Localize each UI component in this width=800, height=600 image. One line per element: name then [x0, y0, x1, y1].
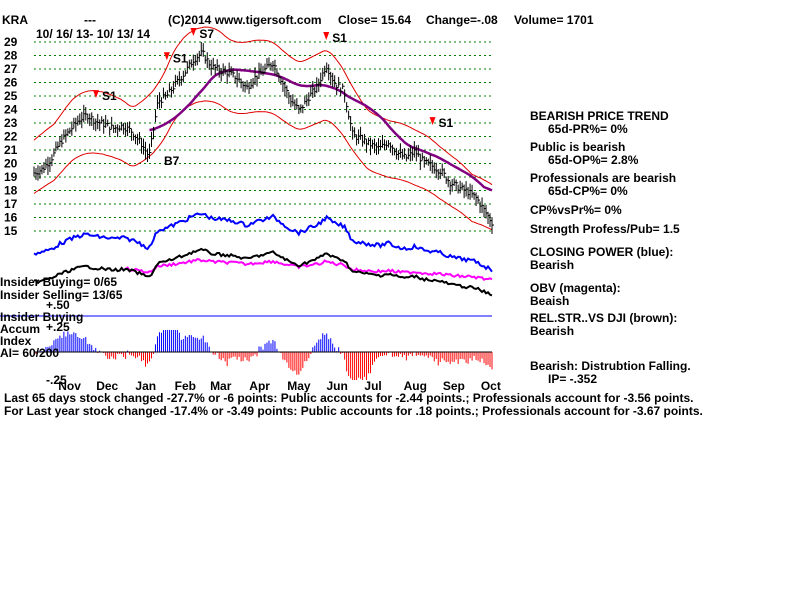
header-volume: Volume= 1701: [514, 13, 594, 27]
ai-label: AI= 60/200: [0, 346, 60, 360]
accum-label: Accum: [0, 322, 41, 336]
signal-label: S1: [439, 116, 454, 130]
price-tick-label: 19: [4, 170, 18, 184]
relstr-state: Bearish: [530, 324, 575, 338]
signal-label: B7: [164, 154, 180, 168]
trend-title: BEARISH PRICE TREND: [530, 109, 669, 123]
month-label: Nov: [58, 379, 81, 393]
insider-buying-label: Insider Buying= 0/65: [0, 275, 118, 289]
obv-path: [123, 258, 493, 282]
month-label: May: [287, 379, 311, 393]
month-label: Jun: [326, 379, 347, 393]
index-label: Index: [0, 334, 32, 348]
price-tick-label: 18: [4, 184, 18, 198]
month-label: Jan: [135, 379, 156, 393]
closing-power-state: Bearish: [530, 258, 575, 272]
price-tick-label: 15: [4, 224, 18, 238]
pro-title: Professionals are bearish: [530, 171, 677, 185]
price-tick-label: 27: [4, 62, 18, 76]
closing-power-path: [33, 212, 493, 273]
header-copyright: (C)2014 www.tigersoft.com: [168, 13, 322, 27]
month-label: Oct: [481, 379, 501, 393]
month-labels: Nov Dec Jan Feb Mar Apr May Jun Jul Aug Sep Oct: [58, 379, 501, 393]
closing-power-line: [33, 212, 493, 273]
month-label: Apr: [249, 379, 270, 393]
price-tick-label: 29: [4, 35, 18, 49]
month-label: Aug: [404, 379, 427, 393]
month-label: Dec: [96, 379, 118, 393]
header-date-range: 10/ 16/ 13- 10/ 13/ 14: [36, 27, 151, 41]
obv-title: OBV (magenta):: [530, 281, 621, 295]
header-close: Close= 15.64: [338, 13, 412, 27]
header-symbol: KRA: [2, 13, 28, 27]
price-tick-label: 17: [4, 197, 18, 211]
price-tick-label: 20: [4, 157, 18, 171]
cp-value: 65d-CP%= 0%: [548, 184, 628, 198]
plus25-label: +.25: [46, 320, 70, 334]
sell-arrow: [92, 90, 99, 99]
month-label: Feb: [175, 379, 196, 393]
price-tick-label: 22: [4, 130, 18, 144]
footer-line-1: Last 65 days stock changed -27.7% or -6 …: [4, 391, 694, 405]
price-tick-label: 23: [4, 116, 18, 130]
insider-selling-label: Insider Selling= 13/65: [0, 288, 123, 302]
cpvspr-value: CP%vsPr%= 0%: [530, 203, 622, 217]
op-value: 65d-OP%= 2.8%: [548, 153, 639, 167]
signal-label: S1: [102, 89, 117, 103]
footer-line-2: For Last year stock changed -17.4% or -3…: [4, 404, 703, 418]
price-bars: [33, 41, 494, 235]
sell-arrow: [323, 32, 330, 41]
insider-buying-label-2: Insider Buying: [0, 310, 84, 324]
distribution-text: Bearish: Distrubtion Falling.: [530, 359, 691, 373]
minus25-label: -.25: [46, 373, 67, 387]
rel-strength-path: [33, 247, 493, 297]
rel-strength-line: [33, 247, 493, 297]
public-title: Public is bearish: [530, 140, 626, 154]
upper-band: [33, 26, 493, 186]
sell-arrow: [163, 52, 170, 61]
accumulation-index: [33, 330, 493, 380]
header-change: Change=-.08: [426, 13, 498, 27]
signal-label: S7: [199, 27, 214, 41]
price-tick-label: 16: [4, 211, 18, 225]
relstr-title: REL.STR..VS DJI (brown):: [530, 311, 678, 325]
bollinger-bands: [33, 26, 493, 231]
side-panel: BEARISH PRICE TREND 65d-PR%= 0% Public i…: [530, 110, 691, 386]
sell-arrow: [190, 28, 197, 36]
closing-power-title: CLOSING POWER (blue):: [530, 245, 674, 259]
price-tick-label: 21: [4, 143, 18, 157]
price-tick-label: 26: [4, 76, 18, 90]
strength-value: Strength Profess/Pub= 1.5: [530, 222, 680, 236]
lower-band: [33, 100, 493, 231]
price-tick-label: 28: [4, 49, 18, 63]
signals: S1 S1 S7 S1 S1 B7: [92, 27, 454, 168]
signal-label: S1: [173, 51, 188, 65]
obv-line: [123, 258, 493, 282]
price-tick-label: 25: [4, 89, 18, 103]
pr-value: 65d-PR%= 0%: [548, 122, 628, 136]
price-tick-label: 24: [4, 103, 18, 117]
plus50-label: +.50: [46, 298, 70, 312]
ip-value: IP= -.352: [548, 372, 598, 386]
obv-state: Beaish: [530, 294, 570, 308]
sell-arrow: [429, 117, 436, 126]
signal-label: S1: [332, 31, 347, 45]
month-label: Jul: [364, 379, 381, 393]
header-dashes: ---: [84, 13, 96, 27]
month-label: Mar: [210, 379, 232, 393]
month-label: Sep: [443, 379, 465, 393]
